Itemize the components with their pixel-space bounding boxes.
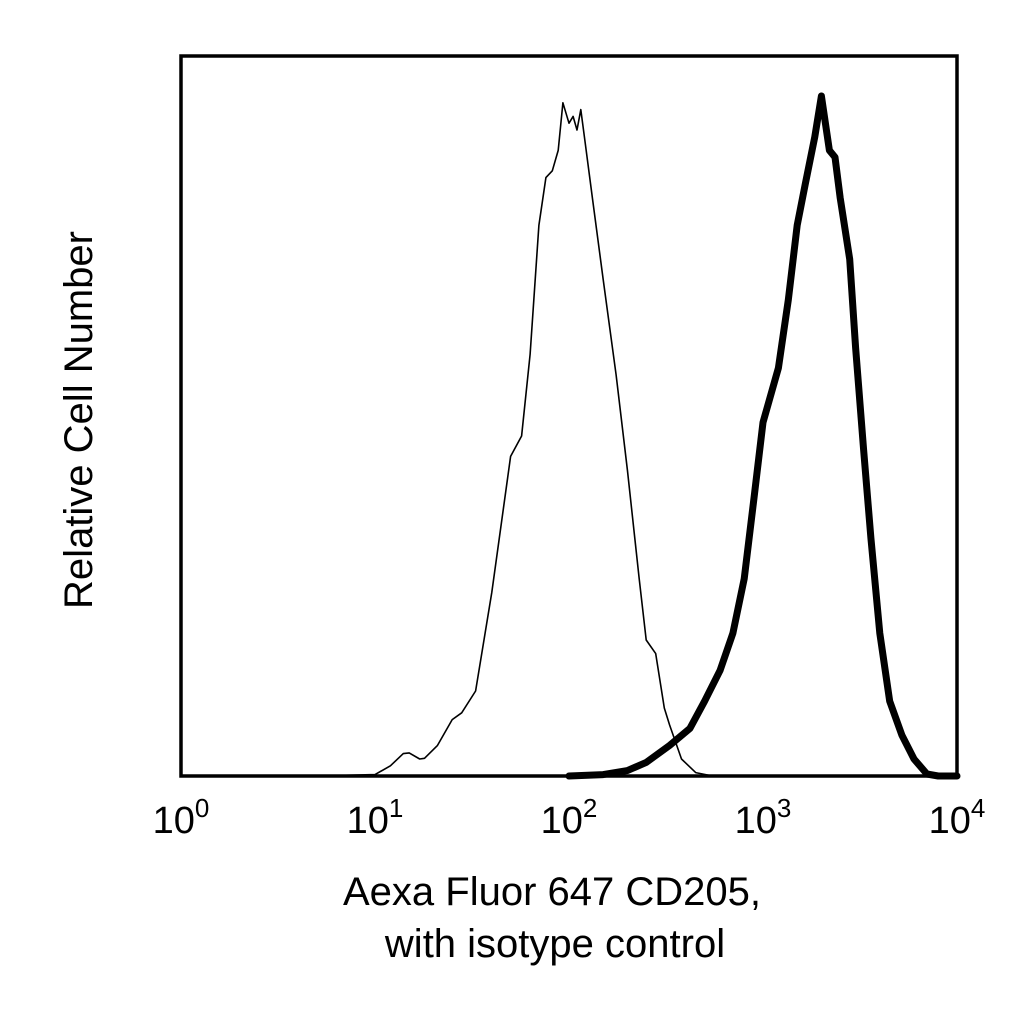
plot-frame [179, 54, 959, 778]
x-tick-exponent: 1 [389, 793, 403, 823]
y-axis-label: Relative Cell Number [57, 231, 101, 609]
x-tick-label: 102 [541, 793, 598, 842]
x-axis-label-line-1: Aexa Fluor 647 CD205, [343, 870, 761, 914]
x-tick-exponent: 0 [195, 793, 209, 823]
x-tick-exponent: 3 [777, 793, 791, 823]
x-tick-label: 103 [735, 793, 792, 842]
x-tick-label: 104 [929, 793, 986, 842]
x-tick-base: 10 [153, 800, 195, 842]
x-tick-base: 10 [735, 800, 777, 842]
x-tick-labels: 100 101 102 103 104 [153, 793, 986, 842]
x-tick-exponent: 2 [583, 793, 597, 823]
isotype-control-histogram-line [315, 102, 714, 777]
x-tick-label: 100 [153, 793, 210, 842]
x-tick-label: 101 [347, 793, 404, 842]
x-tick-base: 10 [541, 800, 583, 842]
x-tick-exponent: 4 [971, 793, 985, 823]
series-layer [315, 92, 961, 780]
cd205-histogram-line [565, 92, 961, 780]
x-tick-base: 10 [929, 800, 971, 842]
x-axis-label-line-2: with isotype control [384, 922, 725, 966]
x-tick-base: 10 [347, 800, 389, 842]
